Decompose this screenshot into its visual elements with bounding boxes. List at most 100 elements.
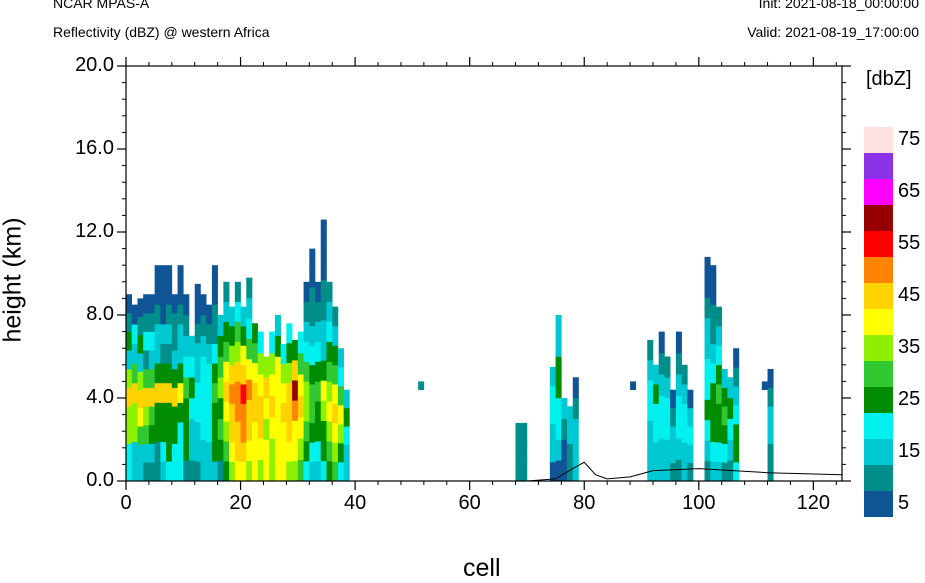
reflectivity-cell bbox=[131, 441, 138, 462]
reflectivity-cell bbox=[710, 402, 717, 423]
reflectivity-cell bbox=[211, 382, 218, 403]
y-tick-label: 16.0 bbox=[75, 137, 114, 159]
reflectivity-cell bbox=[183, 418, 190, 440]
reflectivity-cell bbox=[143, 443, 150, 463]
reflectivity-cell bbox=[297, 416, 304, 439]
reflectivity-cell bbox=[561, 439, 568, 461]
reflectivity-cell bbox=[681, 384, 688, 404]
reflectivity-cell bbox=[343, 462, 350, 482]
reflectivity-cell bbox=[177, 422, 184, 443]
reflectivity-cell bbox=[555, 315, 562, 337]
reflectivity-cell bbox=[148, 294, 155, 314]
reflectivity-cell bbox=[767, 387, 774, 407]
reflectivity-cell bbox=[658, 416, 665, 439]
reflectivity-cell bbox=[675, 374, 682, 396]
reflectivity-cell bbox=[320, 460, 327, 482]
reflectivity-cell bbox=[171, 368, 178, 388]
reflectivity-cell bbox=[229, 422, 236, 443]
reflectivity-cell bbox=[687, 444, 694, 464]
reflectivity-cell bbox=[240, 422, 247, 443]
reflectivity-cell bbox=[137, 371, 144, 390]
reflectivity-cell bbox=[320, 259, 327, 281]
reflectivity-cell bbox=[549, 404, 556, 425]
reflectivity-cell bbox=[223, 461, 230, 482]
reflectivity-cell bbox=[303, 381, 310, 402]
reflectivity-cell bbox=[166, 461, 173, 482]
reflectivity-cell bbox=[183, 335, 190, 357]
reflectivity-cell bbox=[767, 368, 774, 388]
reflectivity-cell bbox=[223, 421, 230, 442]
reflectivity-cell bbox=[183, 294, 190, 316]
reflectivity-cell bbox=[572, 418, 579, 440]
reflectivity-cell bbox=[126, 443, 133, 463]
reflectivity-cell bbox=[326, 341, 333, 362]
reflectivity-cell bbox=[326, 421, 333, 442]
reflectivity-cell bbox=[211, 422, 218, 443]
reflectivity-cell bbox=[131, 402, 138, 423]
reflectivity-cell bbox=[200, 315, 207, 337]
reflectivity-cell bbox=[171, 462, 178, 482]
reflectivity-cell bbox=[555, 418, 562, 440]
reflectivity-cell bbox=[217, 460, 224, 482]
reflectivity-cell bbox=[252, 382, 259, 403]
reflectivity-cell bbox=[217, 418, 224, 440]
reflectivity-cell bbox=[343, 407, 350, 427]
reflectivity-cell bbox=[280, 422, 287, 443]
reflectivity-cell bbox=[166, 304, 173, 325]
reflectivity-cell bbox=[252, 461, 259, 482]
reflectivity-cell bbox=[292, 400, 299, 421]
reflectivity-cell bbox=[320, 239, 327, 261]
reflectivity-cell bbox=[721, 406, 728, 426]
colorbar-label: 5 bbox=[898, 492, 910, 514]
colorbar-swatch bbox=[864, 465, 893, 491]
reflectivity-cell bbox=[297, 331, 304, 354]
reflectivity-cell bbox=[194, 303, 201, 324]
terrain-line bbox=[126, 461, 843, 482]
reflectivity-cell bbox=[555, 439, 562, 461]
reflectivity-cell bbox=[246, 420, 253, 441]
y-tick-label: 4.0 bbox=[86, 386, 114, 408]
reflectivity-cell bbox=[664, 398, 671, 420]
reflectivity-cell bbox=[727, 377, 734, 399]
reflectivity-cell bbox=[704, 338, 711, 360]
reflectivity-cell bbox=[315, 401, 322, 422]
reflectivity-cell bbox=[194, 441, 201, 462]
colorbar-swatch bbox=[864, 387, 893, 413]
reflectivity-cell bbox=[721, 368, 728, 388]
reflectivity-cell bbox=[194, 362, 201, 383]
reflectivity-cell bbox=[309, 345, 316, 366]
reflectivity-cell bbox=[418, 381, 425, 390]
reflectivity-cell bbox=[315, 421, 322, 442]
reflectivity-cell bbox=[131, 422, 138, 443]
reflectivity-cell bbox=[126, 368, 133, 388]
reflectivity-cell bbox=[658, 395, 665, 418]
reflectivity-cell bbox=[670, 407, 677, 427]
reflectivity-cell bbox=[555, 460, 562, 482]
reflectivity-cell bbox=[710, 304, 717, 325]
reflectivity-cell bbox=[200, 398, 207, 420]
reflectivity-cell bbox=[286, 461, 293, 482]
reflectivity-cell bbox=[206, 402, 213, 423]
reflectivity-cell bbox=[715, 364, 723, 385]
reflectivity-cell bbox=[567, 424, 574, 444]
reflectivity-cell bbox=[710, 382, 717, 403]
colorbar-label: 35 bbox=[898, 336, 921, 358]
reflectivity-cell bbox=[246, 460, 253, 482]
reflectivity-cell bbox=[320, 400, 327, 421]
reflectivity-cell bbox=[234, 361, 241, 382]
reflectivity-cell bbox=[143, 462, 150, 482]
y-axis-title: height (km) bbox=[0, 217, 27, 343]
reflectivity-cell bbox=[309, 384, 316, 404]
reflectivity-cell bbox=[166, 284, 173, 305]
reflectivity-cell bbox=[234, 301, 241, 322]
reflectivity-cell bbox=[143, 312, 150, 332]
reflectivity-cell bbox=[549, 461, 556, 482]
reflectivity-cell bbox=[326, 401, 333, 422]
reflectivity-cell bbox=[332, 422, 339, 443]
reflectivity-cell bbox=[303, 321, 310, 342]
reflectivity-cell bbox=[177, 461, 184, 482]
reflectivity-cell bbox=[721, 424, 728, 444]
reflectivity-cell bbox=[292, 440, 299, 462]
reflectivity-cell bbox=[148, 350, 155, 370]
reflectivity-cell bbox=[246, 440, 253, 461]
